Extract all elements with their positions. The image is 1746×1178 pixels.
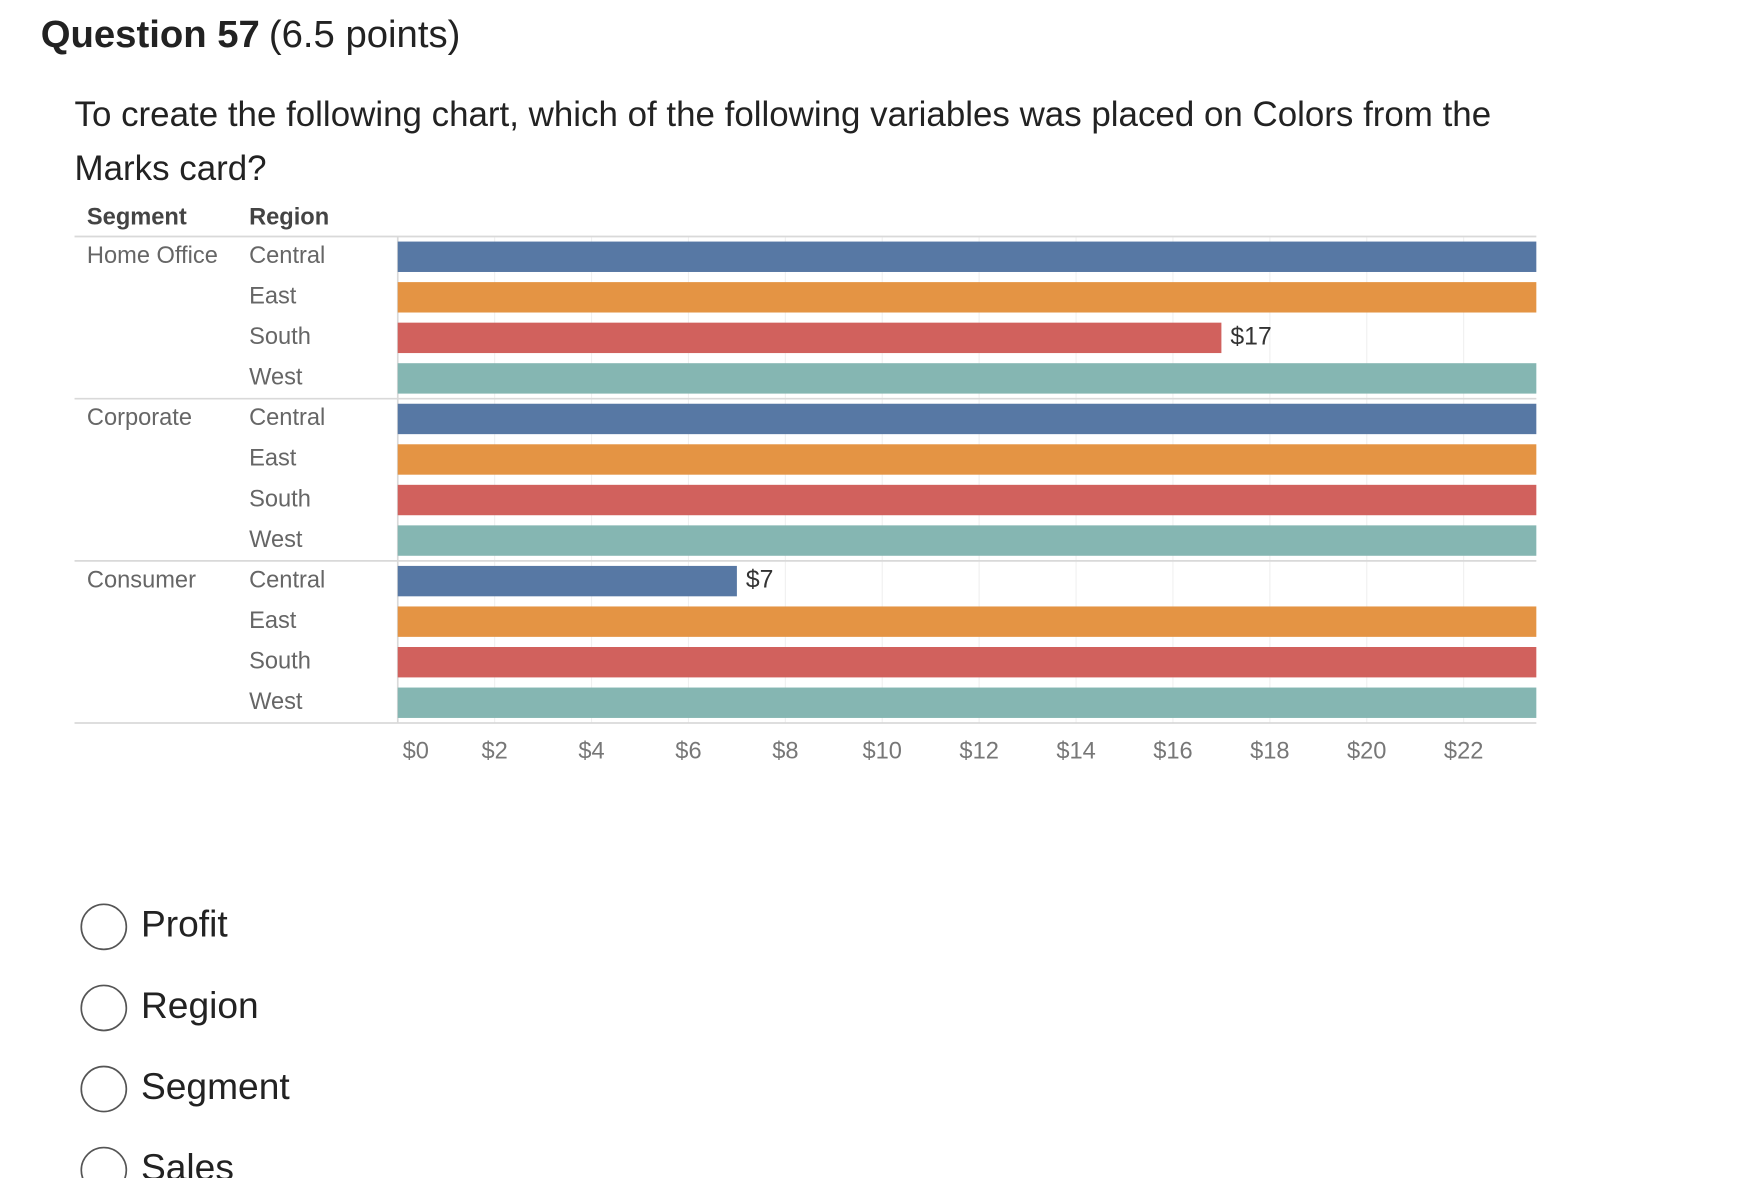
region-label: East — [249, 608, 297, 634]
segment-label: Consumer — [87, 567, 196, 593]
bar — [397, 322, 1222, 354]
options: Profit Region Segment Sales — [80, 903, 290, 1178]
bar — [397, 403, 1537, 435]
chart: Segment Region Home Office Corporate Consume… — [74, 205, 1537, 765]
radio-button[interactable] — [80, 903, 128, 951]
question-heading: Question 57 (6.5 points) — [41, 13, 461, 56]
bar — [397, 646, 1537, 678]
row-header: Region — [249, 205, 329, 231]
bar — [397, 525, 1537, 556]
segment-label: Home Office — [87, 243, 218, 269]
bar — [397, 241, 1537, 272]
bar — [397, 282, 1537, 313]
x-tick-label: $2 — [481, 739, 507, 765]
option-label[interactable]: Sales — [141, 1146, 234, 1178]
x-tick-label: $10 — [863, 739, 902, 765]
x-tick-label: $12 — [959, 739, 998, 765]
radio-button[interactable] — [80, 1065, 128, 1113]
x-tick-label: $8 — [772, 739, 798, 765]
question-box: To create the following chart, which of … — [74, 94, 1492, 189]
bar — [397, 606, 1537, 637]
bar — [397, 484, 1537, 516]
x-tick-label: $0 — [403, 739, 429, 765]
x-tick-label: $22 — [1444, 739, 1483, 765]
x-tick-label: $20 — [1347, 739, 1386, 765]
question-points: (6.5 points) — [269, 13, 461, 56]
question-label: Question 57 — [41, 13, 260, 56]
x-tick-label: $18 — [1250, 739, 1289, 765]
bar — [397, 565, 737, 597]
radio-button[interactable] — [80, 1146, 128, 1178]
radio-button[interactable] — [80, 984, 128, 1032]
value-label: $17 — [1230, 323, 1271, 350]
region-label: South — [249, 486, 311, 512]
region-label: East — [249, 446, 297, 472]
region-label: South — [249, 324, 311, 350]
option-label[interactable]: Profit — [141, 903, 228, 945]
x-tick-label: $16 — [1153, 739, 1192, 765]
bar — [397, 363, 1537, 394]
region-label: West — [249, 689, 303, 715]
region-label: West — [249, 527, 303, 553]
region-label: East — [249, 284, 297, 310]
row-header: Segment — [87, 205, 187, 231]
region-label: West — [249, 365, 303, 391]
question-text: To create the following chart, which of … — [74, 94, 1492, 189]
region-label: Central — [249, 405, 325, 431]
region-label: South — [249, 648, 311, 674]
x-tick-label: $4 — [578, 739, 604, 765]
option-label[interactable]: Segment — [141, 1065, 290, 1107]
option-label[interactable]: Region — [141, 984, 259, 1026]
region-label: Central — [249, 567, 325, 593]
region-label: Central — [249, 243, 325, 269]
x-tick-label: $14 — [1056, 739, 1095, 765]
segment-label: Corporate — [87, 405, 192, 431]
bar — [397, 444, 1537, 475]
value-label: $7 — [746, 567, 774, 594]
x-tick-label: $6 — [675, 739, 701, 765]
bar — [397, 687, 1537, 718]
